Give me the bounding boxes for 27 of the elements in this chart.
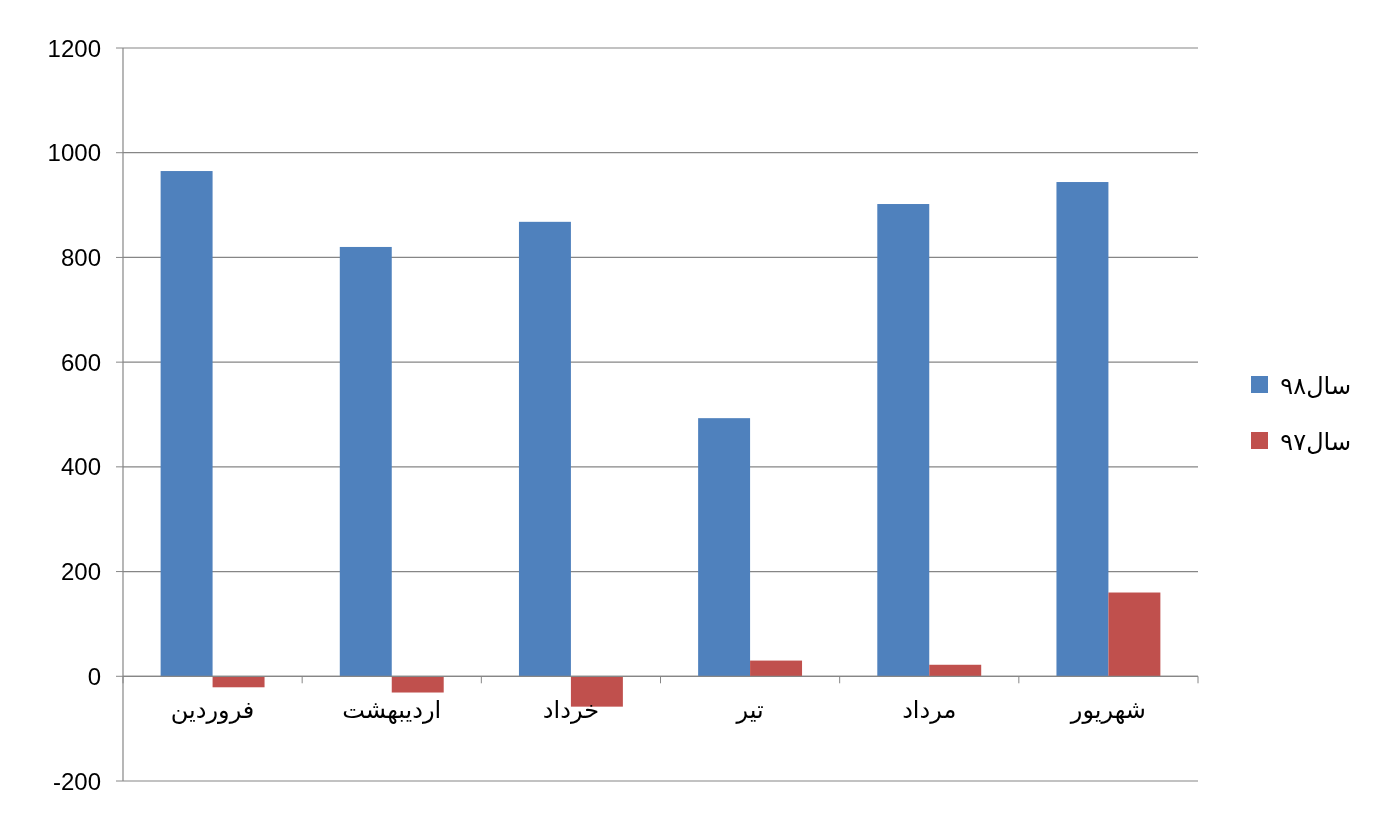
bar	[877, 204, 930, 677]
x-tick-label: اردیبهشت	[342, 696, 442, 725]
bar	[160, 171, 213, 677]
legend-label: سال۹۷	[1280, 427, 1351, 455]
bar	[929, 664, 982, 677]
y-tick-label: 0	[87, 662, 101, 690]
y-tick-label: 1200	[47, 34, 101, 62]
y-tick-label: -200	[52, 767, 101, 795]
x-tick-label: فروردین	[170, 696, 255, 725]
legend-label: سال۹۸	[1280, 371, 1351, 399]
bar	[212, 676, 265, 688]
bar	[698, 418, 751, 677]
x-tick-label: شهریور	[1069, 696, 1146, 725]
bar	[518, 221, 571, 677]
bar	[1108, 592, 1161, 677]
x-tick-label: مرداد	[902, 696, 957, 725]
y-tick-label: 400	[60, 453, 101, 481]
y-tick-label: 800	[60, 243, 101, 271]
y-tick-label: 200	[60, 558, 101, 586]
bar	[339, 246, 392, 677]
x-tick-label: تیر	[735, 696, 764, 725]
bar	[750, 660, 803, 677]
x-tick-label: خرداد	[542, 696, 599, 725]
y-tick-label: 1000	[47, 139, 101, 167]
bar	[391, 676, 444, 693]
y-tick-label: 600	[60, 348, 101, 376]
bar	[1056, 182, 1109, 677]
